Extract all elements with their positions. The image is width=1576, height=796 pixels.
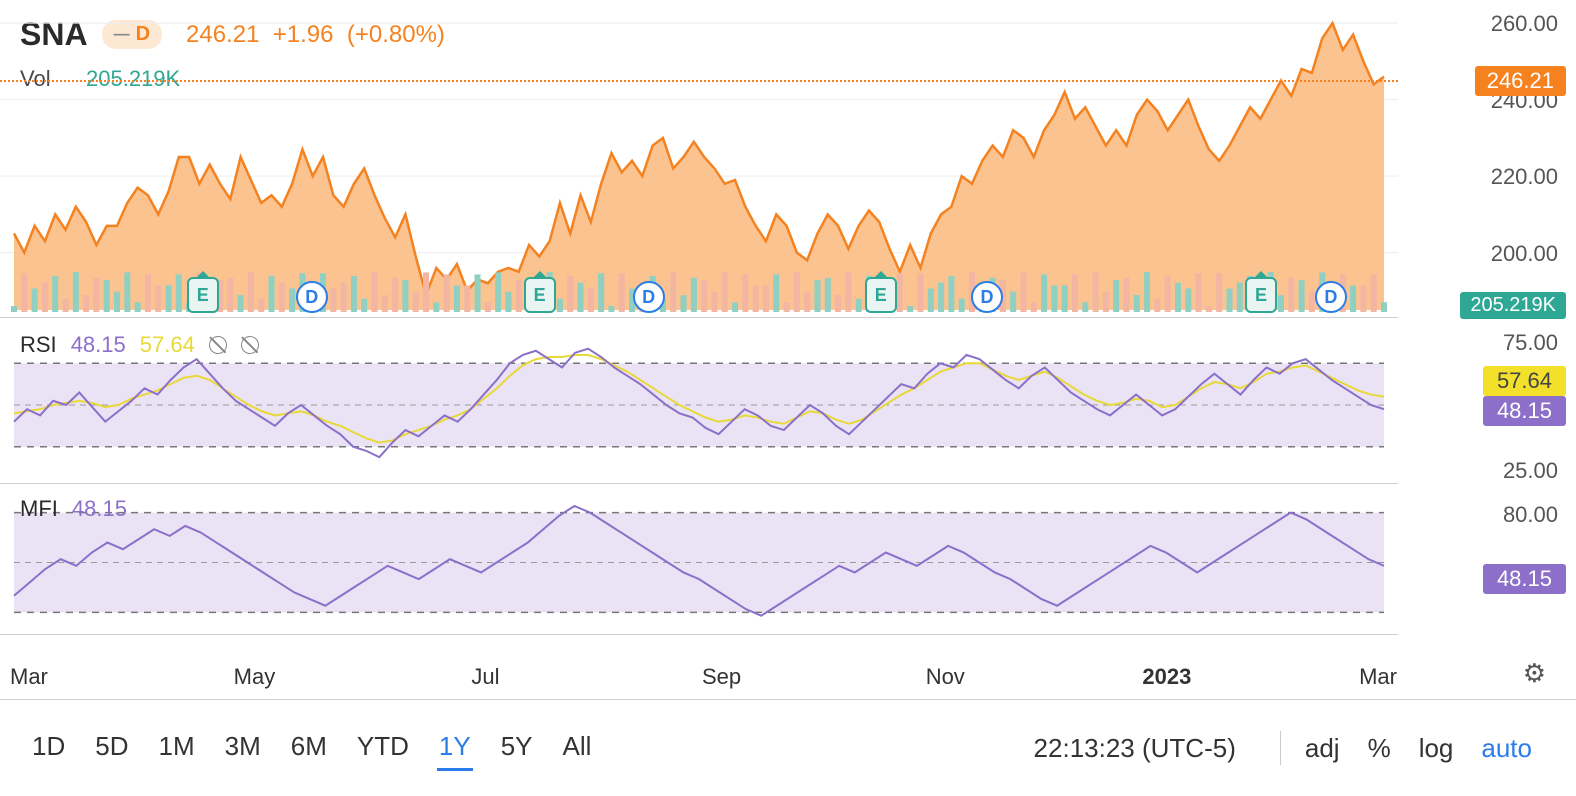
dividend-marker[interactable]: D [296,281,328,313]
month-label: Mar [1359,664,1397,690]
scale-option-adj[interactable]: adj [1305,733,1340,764]
rsi-tag-purple: 48.15 [1483,396,1566,426]
current-price-line [0,80,1398,82]
range-5y[interactable]: 5Y [499,725,535,771]
scale-option-auto[interactable]: auto [1481,733,1532,764]
timestamp: 22:13:23 (UTC-5) [1034,733,1236,764]
earnings-marker[interactable]: E [865,277,897,313]
dividend-marker[interactable]: D [1315,281,1347,313]
month-label: Sep [702,664,741,690]
range-1d[interactable]: 1D [30,725,67,771]
time-axis: Mar May Jul Sep Nov 2023 Mar [0,650,1576,700]
rsi-tag-yellow: 57.64 [1483,366,1566,396]
price-tick: 260.00 [1491,11,1558,37]
mfi-label: MFI [20,496,58,522]
range-buttons: 1D 5D 1M 3M 6M YTD 1Y 5Y All [30,725,593,771]
range-6m[interactable]: 6M [289,725,329,771]
month-label: May [234,664,276,690]
settings-gear-icon[interactable]: ⚙ [1523,658,1546,689]
rsi-header: RSI 48.15 57.64 [20,332,259,358]
volume-tag: 205.219K [1460,292,1566,319]
price-y-axis: 260.00240.00220.00200.00 246.21 205.219K [1398,0,1576,318]
range-1m[interactable]: 1M [157,725,197,771]
scale-option-log[interactable]: log [1419,733,1454,764]
rsi-panel[interactable]: RSI 48.15 57.64 [0,326,1398,484]
rsi-tick: 25.00 [1503,458,1558,484]
rsi-y-axis: 75.00 25.00 57.64 48.15 [1398,326,1576,484]
month-label: Mar [10,664,48,690]
range-all[interactable]: All [561,725,594,771]
range-1y[interactable]: 1Y [437,725,473,771]
rsi-tick: 75.00 [1503,330,1558,356]
earnings-marker[interactable]: E [187,277,219,313]
mfi-header: MFI 48.15 [20,496,127,522]
dividend-marker[interactable]: D [633,281,665,313]
month-label: Jul [471,664,499,690]
mfi-panel[interactable]: MFI 48.15 [0,490,1398,635]
mfi-tick: 80.00 [1503,502,1558,528]
mfi-value-1: 48.15 [72,496,127,522]
dividend-marker[interactable]: D [971,281,1003,313]
price-chart-panel[interactable]: EDEDEDED [0,0,1398,318]
bottom-toolbar: 1D 5D 1M 3M 6M YTD 1Y 5Y All 22:13:23 (UTC-5) ad… [0,700,1576,796]
range-5d[interactable]: 5D [93,725,130,771]
month-label: 2023 [1142,664,1191,690]
null-icon [241,336,259,354]
price-tick: 220.00 [1491,164,1558,190]
scale-option-%[interactable]: % [1368,733,1391,764]
rsi-value-2: 57.64 [140,332,195,358]
range-ytd[interactable]: YTD [355,725,411,771]
mfi-tag-purple: 48.15 [1483,564,1566,594]
price-tick: 200.00 [1491,241,1558,267]
separator [1280,731,1281,765]
current-price-tag: 246.21 [1475,66,1566,96]
mfi-chart-svg [0,490,1398,635]
scale-options: adj% logauto [1291,733,1546,764]
rsi-value-1: 48.15 [71,332,126,358]
range-3m[interactable]: 3M [223,725,263,771]
month-label: Nov [926,664,965,690]
earnings-marker[interactable]: E [524,277,556,313]
null-icon [209,336,227,354]
earnings-marker[interactable]: E [1245,277,1277,313]
mfi-y-axis: 80.00 48.15 [1398,490,1576,635]
rsi-label: RSI [20,332,57,358]
